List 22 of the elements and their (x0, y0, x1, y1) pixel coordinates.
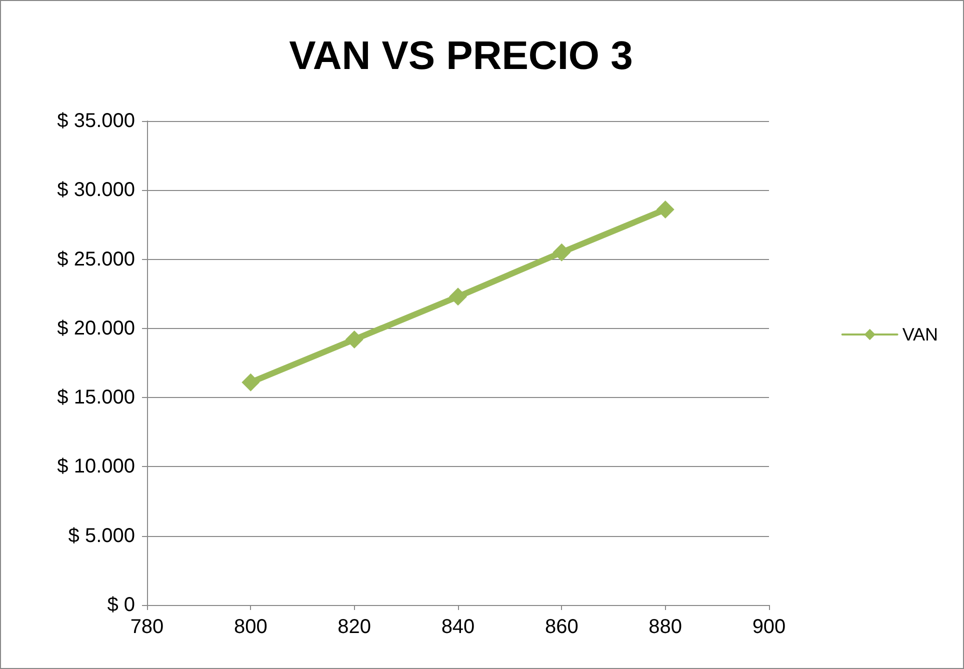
y-tick-label: $ 5.000 (68, 524, 135, 547)
y-tick-label: $ 15.000 (57, 386, 135, 409)
x-tick-label: 780 (130, 616, 164, 638)
y-tick-label: $ 35.000 (57, 110, 135, 132)
y-tick-label: $ 0 (107, 594, 135, 616)
y-tick-label: $ 10.000 (57, 456, 135, 478)
point (552, 243, 571, 262)
x-tick-label: 840 (441, 616, 475, 638)
x-tick-label: 800 (234, 616, 268, 638)
point (449, 288, 467, 306)
y-tick-label: $ 20.000 (57, 317, 135, 340)
x-tick-label: 900 (752, 616, 786, 638)
point (242, 373, 260, 392)
x-tick-label: 880 (648, 616, 682, 638)
x-tick-label: 860 (544, 616, 578, 638)
point (345, 330, 364, 348)
y-tick-label: $ 25.000 (57, 248, 135, 270)
y-tick-label: $ 30.000 (57, 179, 135, 202)
chart-title: VAN VS PRECIO 3 (289, 34, 633, 78)
x-tick-label: 820 (338, 616, 372, 638)
legend-label: VAN (902, 324, 938, 344)
point (656, 200, 674, 219)
